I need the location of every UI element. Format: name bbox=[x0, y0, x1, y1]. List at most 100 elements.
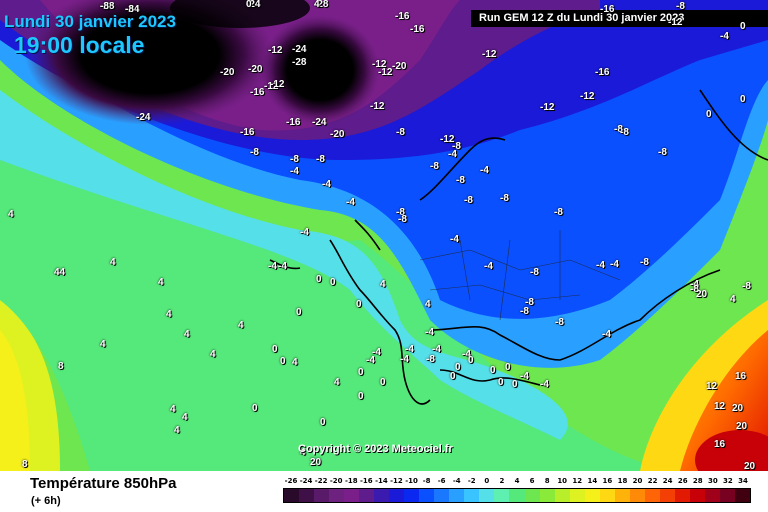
scale-swatch bbox=[539, 489, 555, 502]
scale-tick-label: 34 bbox=[738, 477, 748, 485]
scale-tick-label: 0 bbox=[484, 477, 490, 485]
hot-core-se bbox=[695, 430, 768, 471]
scale-tick-label: 28 bbox=[692, 477, 703, 485]
isotherm-label: -4 bbox=[720, 31, 729, 42]
scale-tick-label: 8 bbox=[544, 477, 550, 485]
scale-swatch bbox=[689, 489, 705, 502]
isotherm-label: 4 bbox=[425, 299, 431, 310]
isotherm-label: -4 bbox=[300, 227, 309, 238]
model-run-label: Run GEM 12 Z du Lundi 30 janvier 2023 bbox=[471, 10, 768, 27]
scale-tick-label: 14 bbox=[587, 477, 598, 485]
isotherm-label: 0 bbox=[468, 355, 474, 366]
isotherm-label: 0 bbox=[252, 403, 258, 414]
yellow-zone-west-inner bbox=[0, 330, 30, 471]
scale-tick-label: 32 bbox=[723, 477, 733, 485]
isotherm-label: 4 bbox=[380, 279, 386, 290]
scale-swatch bbox=[734, 489, 750, 502]
isotherm-label: 0 bbox=[356, 299, 362, 310]
scale-swatch bbox=[404, 489, 420, 502]
isotherm-label: -4 bbox=[602, 329, 611, 340]
legend-footer: Température 850hPa (+ 6h) -26 -24 -22 -20 -1… bbox=[0, 471, 768, 512]
isotherm-label: 4 bbox=[158, 277, 164, 288]
isotherm-label: 20 bbox=[696, 289, 708, 300]
map-title: Température 850hPa bbox=[30, 475, 177, 492]
isotherm-label: 4 bbox=[238, 320, 244, 331]
isotherm-label: 0 bbox=[455, 362, 461, 373]
isotherm-label: 0 bbox=[296, 307, 302, 318]
isotherm-label: 12 bbox=[714, 401, 726, 412]
isotherm-label: -16 bbox=[595, 67, 610, 78]
isotherm-label: 8 bbox=[22, 459, 28, 470]
isotherm-label: -4 bbox=[372, 347, 381, 358]
isotherm-label: -16 bbox=[600, 4, 615, 15]
isotherm-label: -28 bbox=[100, 1, 115, 12]
scale-tick-label: 18 bbox=[617, 477, 628, 485]
isotherm-label: 4 bbox=[170, 404, 176, 415]
scale-swatch bbox=[314, 489, 330, 502]
isotherm-label: -4 bbox=[540, 379, 549, 390]
isotherm-label: 20 bbox=[744, 461, 756, 472]
isotherm-label: -24 bbox=[136, 112, 151, 123]
scale-swatch bbox=[569, 489, 585, 502]
isotherm-label: 0 bbox=[512, 379, 518, 390]
scale-swatch bbox=[329, 489, 345, 502]
isotherm-label: -8 bbox=[525, 297, 534, 308]
isotherm-label: -28 bbox=[314, 0, 329, 10]
scale-tick-label: -24 bbox=[299, 477, 313, 485]
isotherm-label: 4 bbox=[292, 357, 298, 368]
copyright-notice: Copyright © 2023 Meteociel.fr bbox=[298, 443, 453, 455]
isotherm-label: -20 bbox=[330, 129, 345, 140]
isotherm-label: 16 bbox=[714, 439, 726, 450]
scale-swatch bbox=[719, 489, 735, 502]
scale-tick-label: 2 bbox=[499, 477, 505, 485]
scale-tick-label: -22 bbox=[314, 477, 328, 485]
scale-swatch bbox=[464, 489, 480, 502]
isotherm-label: -12 bbox=[540, 102, 555, 113]
scale-tick-label: 26 bbox=[677, 477, 688, 485]
isotherm-label: 0 bbox=[358, 367, 364, 378]
scale-tick-label: 22 bbox=[647, 477, 658, 485]
isotherm-label: -16 bbox=[240, 127, 255, 138]
isotherm-label: -20 bbox=[248, 64, 263, 75]
isotherm-label: 4 bbox=[100, 339, 106, 350]
isotherm-label: -12 bbox=[440, 134, 455, 145]
isotherm-label: 8 bbox=[58, 361, 64, 372]
isotherm-label: -24 bbox=[125, 4, 140, 15]
scale-swatch bbox=[389, 489, 405, 502]
isotherm-label: -4 bbox=[462, 349, 471, 360]
isotherm-label: -28 bbox=[292, 57, 307, 68]
isotherm-label: -4 bbox=[268, 261, 277, 272]
isotherm-label: -12 bbox=[264, 81, 279, 92]
isotherm-label: 0 bbox=[450, 371, 456, 382]
isotherm-label: -12 bbox=[270, 79, 285, 90]
scale-tick-label: -18 bbox=[344, 477, 358, 485]
isotherm-label: 4 bbox=[730, 294, 736, 305]
forecast-time: 19:00 locale bbox=[14, 32, 145, 58]
scale-swatch bbox=[584, 489, 600, 502]
isotherm-label: -4 bbox=[484, 261, 493, 272]
temperature-map: Lundi 30 janvier 2023 19:00 locale Run G… bbox=[0, 0, 768, 471]
scale-tick-label: -4 bbox=[452, 477, 461, 485]
isotherm-label: -8 bbox=[690, 284, 699, 295]
isotherm-label: 20 bbox=[736, 421, 748, 432]
scale-swatch bbox=[659, 489, 675, 502]
isotherm-label: 0 bbox=[316, 274, 322, 285]
scale-swatch bbox=[629, 489, 645, 502]
isotherm-label: -8 bbox=[398, 214, 407, 225]
coastlines bbox=[269, 89, 768, 405]
isotherm-label: 4 bbox=[110, 257, 116, 268]
scale-swatch bbox=[599, 489, 615, 502]
isotherm-label: -8 bbox=[742, 281, 751, 292]
isotherm-label: -8 bbox=[316, 154, 325, 165]
isotherm-label: 16 bbox=[735, 371, 747, 382]
isotherm-label: -4 bbox=[432, 344, 441, 355]
isotherm-label: -4 bbox=[346, 197, 355, 208]
isotherm-label: -8 bbox=[426, 354, 435, 365]
isotherm-label: 0 bbox=[272, 344, 278, 355]
isotherm-label: -8 bbox=[640, 257, 649, 268]
scale-tick-label: 30 bbox=[707, 477, 718, 485]
scale-swatch bbox=[359, 489, 375, 502]
isotherm-label: 4 bbox=[174, 425, 180, 436]
scale-tick-label: 24 bbox=[662, 477, 673, 485]
isotherm-label: 4 bbox=[300, 447, 306, 458]
